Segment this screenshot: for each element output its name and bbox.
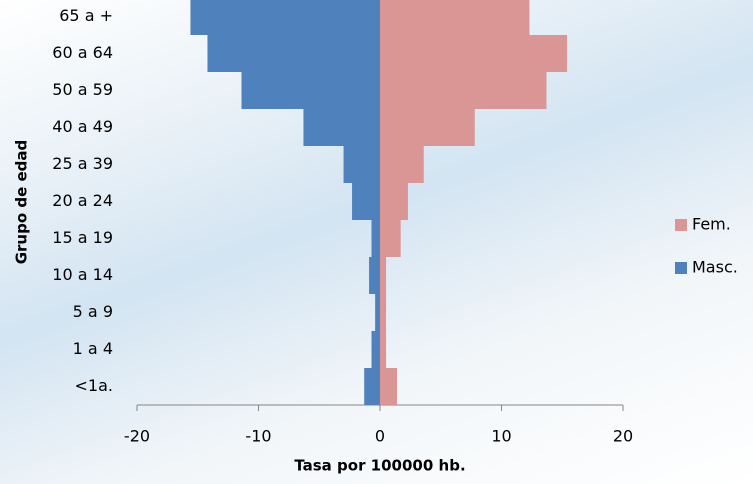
y-tick-label: 40 a 49	[52, 117, 113, 136]
x-tick-label: -10	[245, 427, 271, 446]
y-tick-label: <1a.	[75, 376, 113, 395]
bar	[380, 294, 386, 331]
bar	[380, 146, 424, 183]
bar	[380, 183, 408, 220]
bar	[380, 331, 386, 368]
bar	[352, 183, 380, 220]
bar	[380, 220, 401, 257]
y-tick-label: 65 a +	[59, 6, 113, 25]
bar	[375, 294, 380, 331]
legend-swatch	[675, 219, 687, 231]
y-tick-label: 10 a 14	[52, 265, 113, 284]
bar	[207, 35, 380, 72]
legend-swatch	[675, 262, 687, 274]
y-tick-label: 1 a 4	[73, 339, 113, 358]
bar	[380, 72, 546, 109]
y-tick-label: 50 a 59	[52, 80, 113, 99]
bar	[241, 72, 380, 109]
bar	[344, 146, 380, 183]
chart: Tasa por 100000 hb. Grupo de edad -20 -10…	[0, 0, 753, 484]
bar	[380, 257, 386, 294]
legend-label: Fem.	[692, 215, 731, 234]
y-axis-title: Grupo de edad	[13, 140, 31, 265]
bar	[190, 0, 380, 35]
x-axis-title: Tasa por 100000 hb.	[294, 457, 465, 475]
x-tick-label: -20	[124, 427, 150, 446]
y-tick-label: 25 a 39	[52, 154, 113, 173]
y-tick-label: 60 a 64	[52, 43, 113, 62]
bar	[369, 257, 380, 294]
x-tick-label: 0	[375, 427, 385, 446]
bar	[380, 109, 475, 146]
bar	[371, 331, 380, 368]
bar	[380, 368, 397, 405]
bar	[380, 0, 529, 35]
x-tick-label: 10	[491, 427, 511, 446]
bar	[303, 109, 380, 146]
x-tick-label: 20	[613, 427, 633, 446]
y-tick-label: 5 a 9	[73, 302, 113, 321]
y-tick-label: 15 a 19	[52, 228, 113, 247]
bar	[364, 368, 380, 405]
legend-label: Masc.	[692, 258, 738, 277]
bar	[380, 35, 567, 72]
y-tick-label: 20 a 24	[52, 191, 113, 210]
bar	[371, 220, 380, 257]
